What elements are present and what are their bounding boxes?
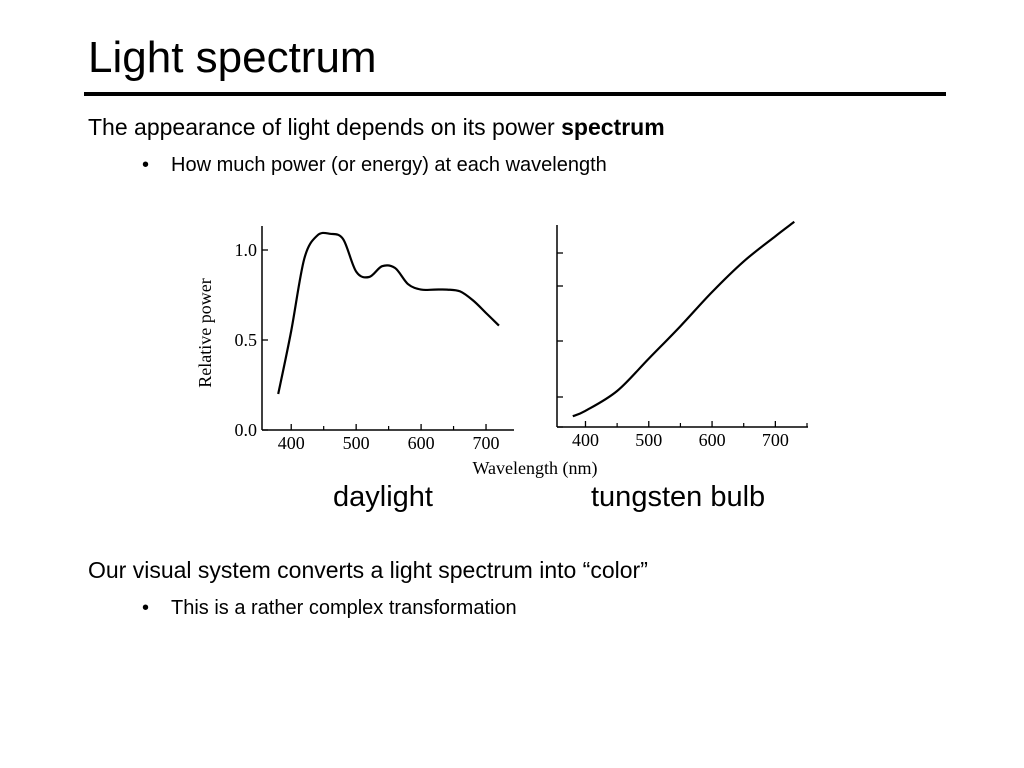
bullet-marker: •: [142, 597, 150, 619]
daylight-y-tick-label: 0.5: [235, 330, 258, 350]
sub-bullet-1: How much power (or energy) at each wavel…: [171, 154, 607, 176]
main-point-1-emphasis: spectrum: [561, 114, 665, 140]
daylight-y-tick-label: 1.0: [235, 240, 258, 260]
tungsten-x-tick-label: 600: [699, 430, 726, 450]
tungsten-x-tick-label: 700: [762, 430, 789, 450]
main-point-2: Our visual system converts a light spect…: [88, 557, 648, 583]
tungsten-spectrum-line: [572, 220, 795, 418]
daylight-y-tick-label: 0.0: [235, 420, 258, 440]
tungsten-caption: tungsten bulb: [591, 481, 766, 513]
sub-bullet-2: This is a rather complex transformation: [171, 597, 517, 619]
main-point-1-text: The appearance of light depends on its p…: [88, 114, 562, 140]
daylight-caption: daylight: [333, 481, 433, 513]
daylight-y-axis-label: Relative power: [195, 278, 215, 387]
tungsten-x-tick-label: 400: [572, 430, 599, 450]
daylight-x-tick-label: 500: [343, 433, 370, 453]
daylight-x-tick-label: 600: [408, 433, 435, 453]
daylight-spectrum-line: [277, 231, 500, 395]
slide-title: Light spectrum: [88, 33, 377, 82]
bullet-marker: •: [142, 154, 150, 176]
title-rule: [84, 92, 946, 96]
tungsten-x-tick-label: 500: [635, 430, 662, 450]
daylight-x-tick-label: 700: [473, 433, 500, 453]
daylight-x-tick-label: 400: [278, 433, 305, 453]
shared-x-axis-label: Wavelength (nm): [472, 458, 597, 479]
main-point-1: The appearance of light depends on its p…: [88, 113, 665, 141]
